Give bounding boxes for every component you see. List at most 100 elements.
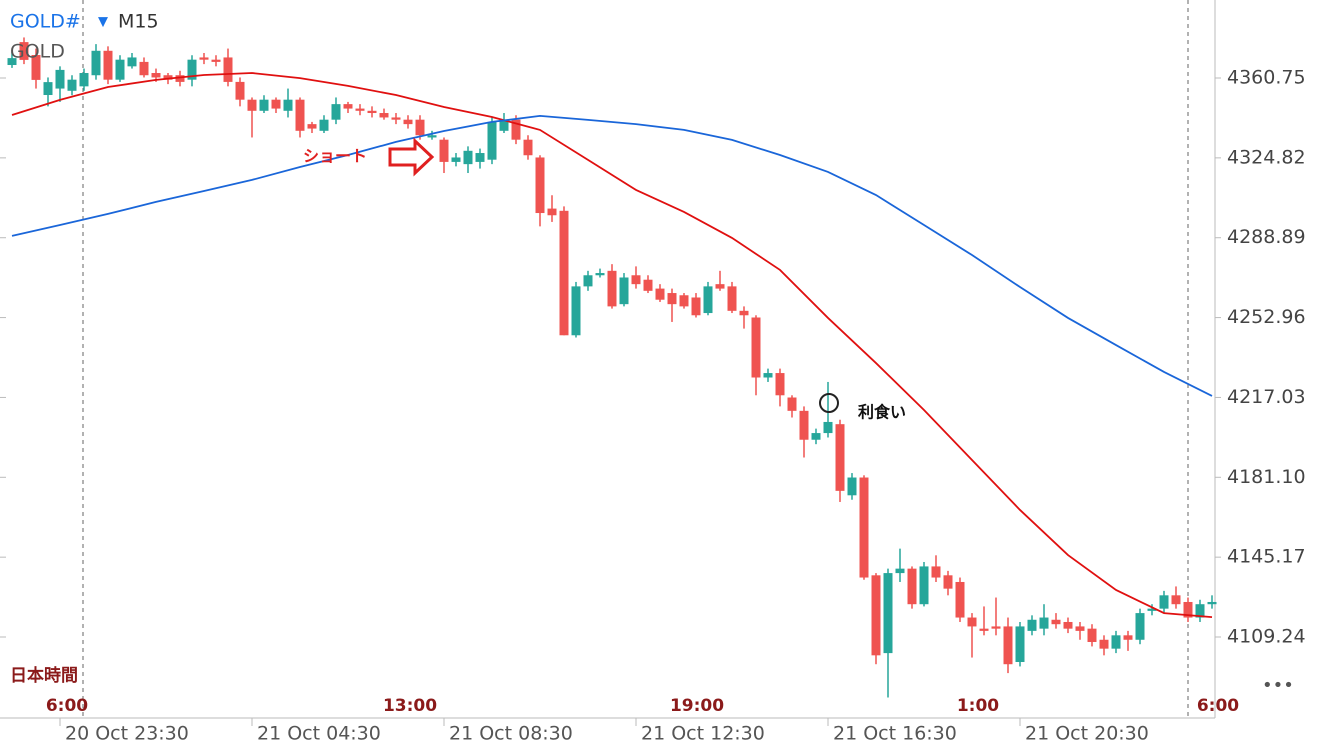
candle-body (367, 110, 377, 114)
candle-body (211, 59, 221, 62)
candle-body (103, 50, 113, 80)
annotation: ショート (303, 147, 367, 166)
candle-body (523, 139, 533, 156)
x-tick-label: 21 Oct 20:30 (1025, 723, 1149, 745)
candle-body (655, 288, 665, 300)
candle-body (619, 277, 629, 305)
candle-body (907, 568, 917, 605)
candle-body (439, 139, 449, 162)
candle-body (7, 58, 17, 66)
candle-body (991, 626, 1001, 629)
candle-body (547, 208, 557, 216)
symbol: GOLD# (10, 11, 81, 33)
annotation: 利食い (858, 403, 906, 422)
candle-body (487, 121, 497, 160)
y-tick-label: 4145.17 (1227, 546, 1306, 568)
x-tick-label: 21 Oct 08:30 (449, 723, 573, 745)
x-tick-label: 21 Oct 04:30 (257, 723, 381, 745)
candle-body (139, 61, 149, 76)
symbol-dropdown[interactable]: ▼ (98, 15, 108, 30)
candle-body (1147, 608, 1157, 611)
candle-body (199, 57, 209, 60)
candle-body (1183, 601, 1193, 618)
candle-body (1015, 626, 1025, 662)
candle-body (331, 104, 341, 120)
candle-body (871, 575, 881, 656)
candle-body (247, 99, 257, 111)
local-time-label: 1:00 (957, 696, 999, 716)
candle-body (283, 99, 293, 111)
candle-body (679, 295, 689, 307)
y-tick-label: 4181.10 (1227, 466, 1306, 488)
y-tick-label: 4324.82 (1227, 146, 1306, 168)
candle-body (859, 477, 869, 578)
y-tick-label: 4360.75 (1227, 67, 1306, 89)
candle-body (1195, 604, 1205, 618)
candle-body (895, 568, 905, 574)
candle-body (1171, 595, 1181, 605)
y-tick-label: 4109.24 (1227, 626, 1306, 648)
candle-body (403, 119, 413, 125)
candle-body (967, 617, 977, 627)
candle-body (127, 57, 137, 67)
candle-body (343, 104, 353, 109)
candle-body (451, 157, 461, 162)
candle-body (1135, 613, 1145, 640)
candle-body (307, 124, 317, 129)
candle-body (823, 421, 833, 434)
candle-body (847, 477, 857, 496)
candle-body (235, 81, 245, 100)
candle-body (91, 50, 101, 76)
candle-body (931, 566, 941, 578)
local-time-label: 19:00 (670, 696, 724, 716)
candle-body (295, 99, 305, 131)
candle-body (163, 75, 173, 80)
candle-body (1039, 617, 1049, 629)
candle-body (499, 119, 509, 131)
candle-body (1099, 639, 1109, 649)
local-time-label: 6:00 (46, 696, 88, 716)
candle-body (391, 117, 401, 120)
candle-body (571, 286, 581, 336)
candle-body (475, 153, 485, 162)
x-tick-label: 21 Oct 12:30 (641, 723, 765, 745)
candle-body (1207, 601, 1217, 605)
candle-body (175, 75, 185, 82)
candle-body (379, 113, 389, 118)
symbol-description: GOLD (10, 41, 65, 63)
candle-body (787, 397, 797, 411)
candle-body (835, 424, 845, 491)
candle-body (511, 119, 521, 140)
candle-body (259, 99, 269, 111)
more-button[interactable]: ••• (1262, 675, 1294, 696)
candle-body (19, 42, 29, 60)
candle-body (1159, 595, 1169, 609)
candle-body (703, 286, 713, 314)
candle-body (727, 286, 737, 311)
time-zone-label: 日本時間 (10, 665, 78, 686)
timeframe[interactable]: M15 (118, 11, 159, 33)
candle-body (643, 279, 653, 291)
candle-body (1063, 621, 1073, 629)
candle-body (595, 273, 605, 276)
candle-body (271, 99, 281, 109)
candle-body (883, 573, 893, 654)
candle-body (799, 410, 809, 440)
candle-body (607, 270, 617, 307)
candle-body (691, 297, 701, 316)
candle-body (187, 59, 197, 80)
candle-body (559, 210, 569, 336)
candle-body (775, 373, 785, 396)
candle-body (919, 566, 929, 605)
candle-body (1075, 626, 1085, 631)
candle-body (415, 119, 425, 136)
local-time-label: 6:00 (1197, 696, 1239, 716)
candle-body (79, 73, 89, 87)
candle-body (115, 59, 125, 80)
candle-body (1087, 628, 1097, 642)
candle-body (43, 82, 53, 96)
candle-body (427, 135, 437, 138)
